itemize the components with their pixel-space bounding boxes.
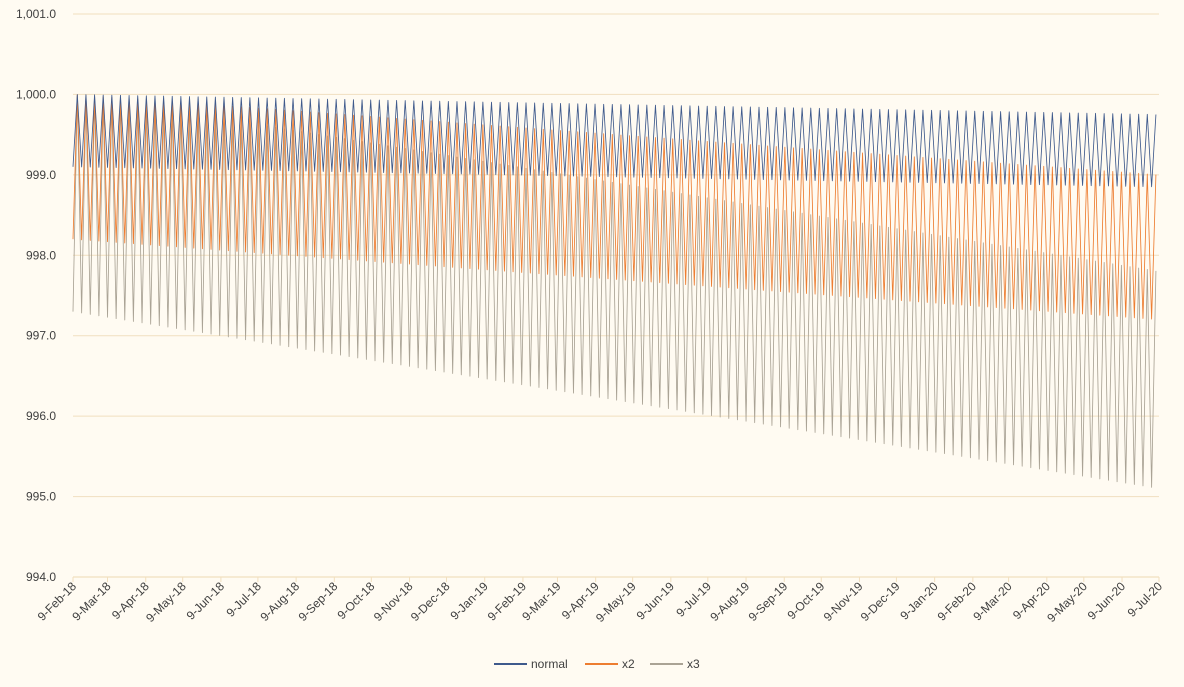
x-tick-label: 9-Jul-20 — [1125, 579, 1166, 620]
y-tick-label: 995.0 — [26, 490, 56, 504]
y-tick-label: 999.0 — [26, 168, 56, 182]
x-tick-label: 9-Dec-18 — [408, 579, 453, 624]
x-tick-label: 9-Jun-19 — [634, 579, 678, 623]
x-tick-label: 9-Jun-20 — [1085, 579, 1129, 623]
x-tick-label: 9-Aug-19 — [707, 579, 752, 624]
series-line-x3 — [72, 94, 1157, 488]
x-tick-label: 9-Aug-18 — [257, 579, 302, 624]
legend-label-x2: x2 — [622, 657, 635, 671]
x-tick-label: 9-Jan-20 — [897, 579, 941, 623]
x-tick-label: 9-Mar-19 — [519, 579, 564, 624]
y-tick-label: 997.0 — [26, 329, 56, 343]
x-tick-label: 9-Nov-19 — [821, 579, 866, 624]
x-tick-label: 9-Mar-18 — [69, 579, 114, 624]
y-tick-label: 996.0 — [26, 409, 56, 423]
x-tick-label: 9-May-20 — [1044, 579, 1090, 625]
x-tick-label: 9-Jun-18 — [184, 579, 228, 623]
y-tick-label: 1,000.0 — [16, 87, 56, 101]
y-tick-label: 1,001.0 — [16, 7, 56, 21]
legend-label-normal: normal — [531, 657, 568, 671]
y-axis: 994.0 995.0 996.0 997.0 998.0 999.0 1,000.0 1,0… — [16, 7, 56, 584]
series-line-normal — [72, 94, 1157, 188]
x-tick-label: 9-Sep-19 — [746, 579, 791, 624]
x-tick-label: 9-Mar-20 — [970, 579, 1015, 624]
x-tick-label: 9-Dec-19 — [858, 579, 903, 624]
x-tick-label: 9-May-19 — [593, 579, 639, 625]
legend-label-x3: x3 — [687, 657, 700, 671]
y-tick-label: 994.0 — [26, 570, 56, 584]
x-axis-labels: 9-Feb-189-Mar-189-Apr-189-May-189-Jun-18… — [35, 579, 1166, 625]
x-tick-label: 9-Sep-18 — [296, 579, 341, 624]
series-line-x2 — [72, 94, 1157, 320]
y-tick-label: 998.0 — [26, 248, 56, 262]
legend: normal x2 x3 — [494, 657, 700, 671]
x-tick-label: 9-May-18 — [143, 579, 189, 625]
x-tick-label: 9-Nov-18 — [371, 579, 416, 624]
x-axis — [72, 576, 1160, 582]
series-lines — [72, 94, 1157, 488]
x-tick-label: 9-Jan-19 — [447, 579, 491, 623]
